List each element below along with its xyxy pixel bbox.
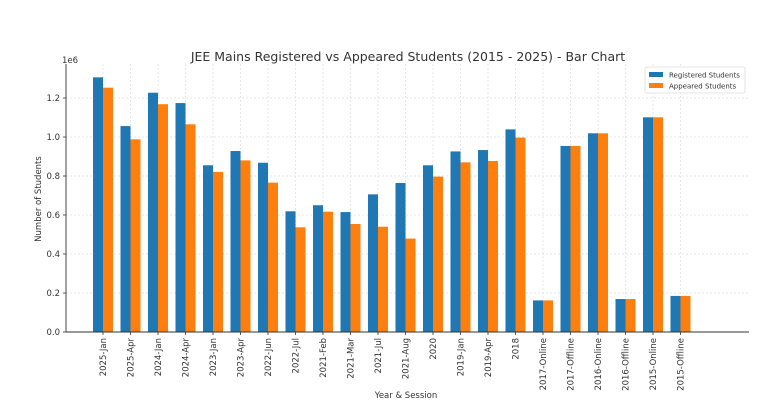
x-tick-label: 2019-Jan bbox=[457, 338, 467, 376]
x-tick-label: 2021-Jul bbox=[374, 338, 384, 373]
y-tick-label: 0.0 bbox=[46, 328, 60, 338]
bar-registered bbox=[120, 126, 131, 332]
bar-registered bbox=[203, 165, 213, 332]
bar-registered bbox=[533, 300, 543, 332]
legend-swatch bbox=[649, 72, 663, 77]
x-tick-label: 2024-Jan bbox=[154, 338, 164, 376]
bar-registered bbox=[313, 205, 323, 332]
bar-registered bbox=[643, 117, 653, 333]
bar-appeared bbox=[350, 223, 361, 332]
bar-registered bbox=[258, 162, 268, 332]
bar-registered bbox=[423, 165, 433, 332]
bar-appeared bbox=[680, 295, 691, 332]
bar-registered bbox=[368, 194, 378, 332]
x-tick-label: 2016-Online bbox=[594, 338, 604, 390]
x-tick-label: 2022-Jun bbox=[264, 338, 274, 376]
bar-appeared bbox=[378, 226, 388, 332]
x-tick-label: 2023-Apr bbox=[237, 337, 247, 377]
y-tick-label: 0.4 bbox=[46, 250, 60, 260]
bar-appeared bbox=[488, 160, 498, 332]
bar-appeared bbox=[625, 299, 636, 332]
x-tick-label: 2018 bbox=[512, 338, 522, 360]
x-tick-label: 2017-Online bbox=[539, 338, 549, 390]
bar-appeared bbox=[130, 139, 141, 332]
bar-registered bbox=[450, 151, 461, 332]
bar-registered bbox=[285, 211, 296, 332]
x-tick-label: 2015-Online bbox=[649, 338, 659, 390]
bar-registered bbox=[615, 299, 626, 332]
bar-registered bbox=[340, 212, 351, 332]
x-tick-label: 2021-Feb bbox=[319, 338, 329, 378]
bar-appeared bbox=[158, 104, 168, 333]
x-tick-label: 2024-Apr bbox=[182, 337, 192, 377]
legend-swatch bbox=[649, 83, 663, 88]
bar-appeared bbox=[653, 117, 663, 333]
bar-registered bbox=[93, 77, 103, 332]
bar-registered bbox=[478, 150, 488, 332]
bar-registered bbox=[148, 92, 158, 332]
x-tick-label: 2016-Offline bbox=[622, 338, 632, 391]
x-axis-label: Year & Session bbox=[374, 391, 437, 401]
legend: Registered Students Appeared Students bbox=[644, 66, 746, 94]
bar-registered bbox=[560, 145, 571, 332]
y-tick-label: 1.2 bbox=[46, 94, 60, 104]
y-tick-label: 0.2 bbox=[46, 289, 60, 299]
bar-appeared bbox=[543, 300, 553, 332]
bar-appeared bbox=[570, 145, 581, 332]
bar-appeared bbox=[405, 238, 416, 332]
bar-appeared bbox=[515, 137, 526, 332]
legend-box bbox=[644, 66, 746, 94]
x-tick-label: 2023-Jan bbox=[209, 338, 219, 376]
bar-appeared bbox=[213, 171, 223, 332]
chart-title: JEE Mains Registered vs Appeared Student… bbox=[190, 49, 625, 64]
bar-registered bbox=[395, 183, 406, 332]
x-tick-label: 2021-Aug bbox=[402, 338, 412, 379]
bar-appeared bbox=[295, 227, 306, 332]
x-tick-label: 2022-Jul bbox=[292, 338, 302, 373]
bar-appeared bbox=[268, 182, 278, 332]
x-tick-label: 2020 bbox=[429, 338, 439, 360]
x-tick-label: 2021-Mar bbox=[347, 338, 357, 379]
bar-appeared bbox=[185, 124, 196, 332]
x-tick-label: 2015-Offline bbox=[677, 338, 687, 391]
legend-label: Appeared Students bbox=[669, 83, 737, 91]
x-tick-label: 2025-Jan bbox=[99, 338, 109, 376]
bar-registered bbox=[505, 129, 516, 332]
legend-label: Registered Students bbox=[669, 72, 740, 80]
x-tick-label: 2025-Apr bbox=[127, 337, 137, 377]
y-tick-label: 0.8 bbox=[46, 172, 60, 182]
bar-appeared bbox=[598, 133, 608, 332]
bar-registered bbox=[175, 103, 186, 332]
x-tick-label: 2019-Apr bbox=[484, 337, 494, 377]
bar-registered bbox=[670, 295, 681, 332]
y-tick-label: 1.0 bbox=[46, 133, 60, 143]
y-tick-label: 0.6 bbox=[46, 211, 60, 221]
bar-appeared bbox=[323, 211, 333, 332]
y-offset-label: 1e6 bbox=[62, 56, 78, 66]
bar-appeared bbox=[433, 176, 443, 332]
bar-appeared bbox=[103, 87, 113, 332]
bar-registered bbox=[588, 133, 598, 332]
bar-appeared bbox=[460, 162, 471, 332]
x-tick-label: 2017-Offline bbox=[567, 338, 577, 391]
y-axis-label: Number of Students bbox=[34, 156, 44, 242]
bar-registered bbox=[230, 151, 241, 332]
bar-appeared bbox=[240, 160, 251, 332]
